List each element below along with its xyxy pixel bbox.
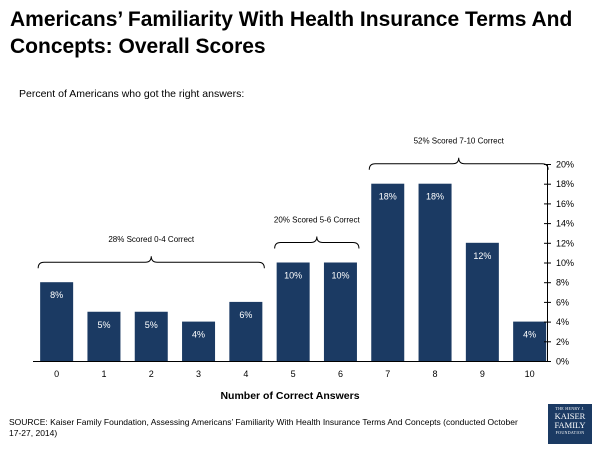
x-tick-label: 9 [480, 369, 485, 379]
bar-value-label: 12% [473, 251, 491, 261]
x-tick-label: 2 [149, 369, 154, 379]
bar-value-label: 10% [331, 271, 349, 281]
x-tick-label: 0 [54, 369, 59, 379]
bar [87, 311, 121, 361]
logo-line-1: THE HENRY J. [555, 406, 585, 411]
group-label: 52% Scored 7-10 Correct [414, 137, 505, 146]
chart-subtitle: Percent of Americans who got the right a… [19, 88, 245, 100]
y-tick-label: 0% [556, 357, 569, 367]
y-tick-label: 18% [556, 179, 574, 189]
bar [465, 242, 499, 361]
x-axis-title: Number of Correct Answers [220, 390, 359, 402]
bar [182, 321, 216, 361]
bar-value-label: 6% [239, 310, 252, 320]
bar [40, 282, 74, 361]
y-tick-label: 20% [556, 160, 574, 170]
kff-logo: THE HENRY J. KAISER FAMILY FOUNDATION [548, 404, 592, 444]
y-tick-label: 4% [556, 317, 569, 327]
x-tick-label: 7 [385, 369, 390, 379]
logo-line-3: FAMILY [554, 420, 586, 430]
x-tick-label: 5 [291, 369, 296, 379]
bar-value-label: 5% [97, 320, 110, 330]
bar [134, 311, 168, 361]
bar-value-label: 8% [50, 290, 63, 300]
x-tick-label: 1 [101, 369, 106, 379]
bar [371, 183, 405, 361]
x-tick-label: 10 [525, 369, 535, 379]
bar [276, 262, 310, 361]
source-note: SOURCE: Kaiser Family Foundation, Assess… [9, 417, 518, 438]
x-tick-label: 4 [243, 369, 248, 379]
logo-line-2: KAISER [554, 411, 586, 421]
y-tick-label: 12% [556, 238, 574, 248]
bar-value-label: 18% [379, 192, 397, 202]
y-tick-label: 14% [556, 219, 574, 229]
y-tick-label: 8% [556, 278, 569, 288]
bar-value-label: 4% [192, 330, 205, 340]
y-tick-label: 6% [556, 297, 569, 307]
bar-value-label: 4% [523, 330, 536, 340]
logo-line-4: FOUNDATION [555, 430, 585, 435]
bar [323, 262, 357, 361]
x-tick-label: 6 [338, 369, 343, 379]
bar [418, 183, 452, 361]
group-brace [37, 256, 265, 269]
group-brace [274, 236, 360, 249]
y-tick-label: 10% [556, 258, 574, 268]
bar-value-label: 18% [426, 192, 444, 202]
bar-value-label: 10% [284, 271, 302, 281]
bar-value-label: 5% [145, 320, 158, 330]
group-label: 20% Scored 5-6 Correct [274, 216, 361, 225]
group-label: 28% Scored 0-4 Correct [108, 235, 195, 244]
page-title: Americans’ Familiarity With Health Insur… [10, 8, 573, 58]
bar [229, 301, 263, 361]
y-tick-label: 2% [556, 337, 569, 347]
group-brace [368, 157, 549, 170]
x-tick-label: 8 [433, 369, 438, 379]
x-tick-label: 3 [196, 369, 201, 379]
y-tick-label: 16% [556, 199, 574, 209]
bar [513, 321, 547, 361]
